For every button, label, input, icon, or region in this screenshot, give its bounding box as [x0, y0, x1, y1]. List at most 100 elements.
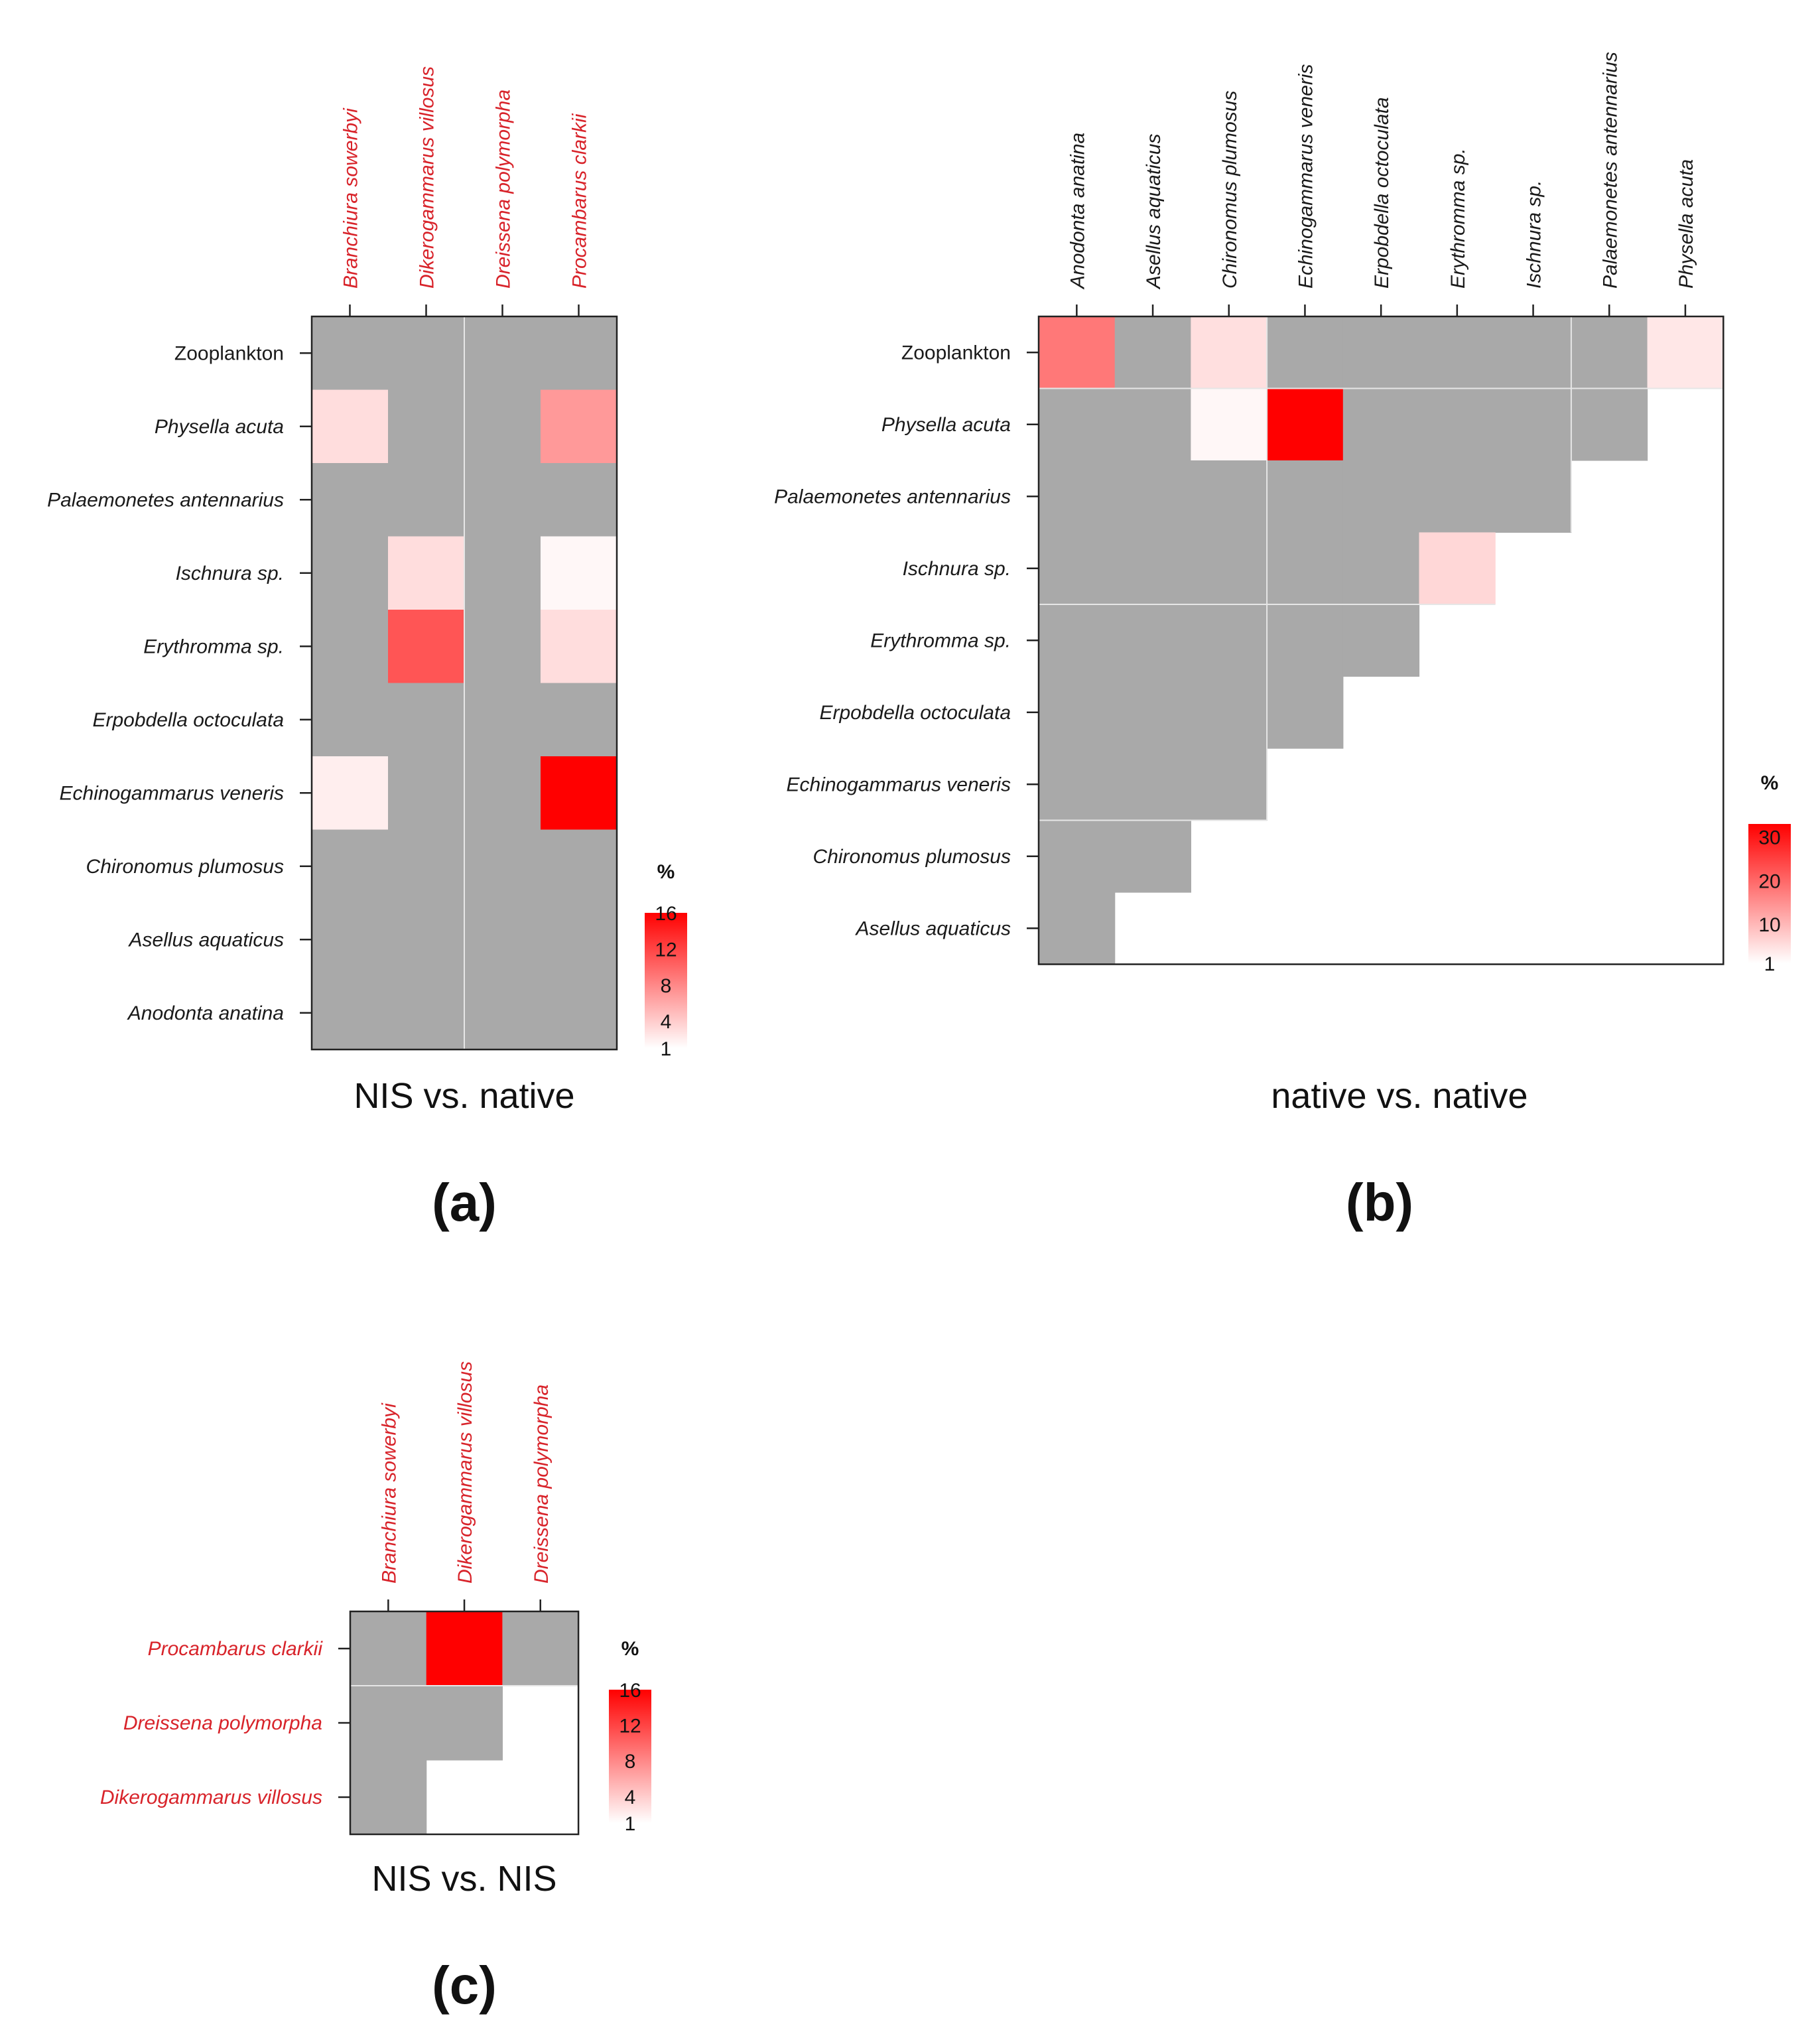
cell-b-chironomus-plumosus-asellus-aquaticus [1114, 820, 1191, 893]
cell-c-procambarus-clarkii-dreissena-polymorpha [502, 1611, 579, 1686]
cell-b-echinogammarus-veneris-chironomus-plumosus [1191, 748, 1268, 821]
panel-label: (a) [432, 1173, 497, 1232]
row-label-echinogammarus-veneris: Echinogammarus veneris [787, 774, 1011, 795]
cell-b-asellus-aquaticus-anodonta-anatina [1039, 892, 1116, 965]
legend-title: % [621, 1638, 639, 1660]
legend-tick-label: 16 [655, 903, 677, 925]
cell-b-erythromma-sp-echinogammarus-veneris [1267, 604, 1344, 677]
cell-a-chironomus-plumosus-dikerogammarus-villosus [388, 829, 465, 904]
cell-b-physella-acuta-echinogammarus-veneris [1267, 388, 1344, 461]
cell-b-ischnura-sp-erpobdella-octoculata [1342, 532, 1420, 605]
cell-a-physella-acuta-procambarus-clarkii [541, 389, 618, 464]
cell-a-ischnura-sp-dikerogammarus-villosus [388, 536, 465, 610]
panel-label: (b) [1346, 1173, 1413, 1232]
column-label-branchiura-sowerbyi: Branchiura sowerbyi [378, 1402, 400, 1584]
cell-b-palaemonetes-antennarius-asellus-aquaticus [1114, 460, 1191, 533]
legend-tick-label: 4 [661, 1011, 672, 1033]
cell-b-physella-acuta-chironomus-plumosus [1191, 388, 1268, 461]
cell-b-echinogammarus-veneris-asellus-aquaticus [1114, 748, 1191, 821]
cell-a-ischnura-sp-procambarus-clarkii [541, 536, 618, 610]
row-label-echinogammarus-veneris: Echinogammarus veneris [60, 782, 284, 804]
cell-b-ischnura-sp-erythromma-sp [1419, 532, 1496, 605]
cell-b-zooplankton-erythromma-sp [1419, 316, 1496, 389]
cell-b-ischnura-sp-chironomus-plumosus [1191, 532, 1268, 605]
cell-a-echinogammarus-veneris-branchiura-sowerbyi [312, 756, 389, 831]
cell-a-palaemonetes-antennarius-dikerogammarus-villosus [388, 463, 465, 537]
cell-b-physella-acuta-palaemonetes-antennarius [1571, 388, 1648, 461]
cell-a-erythromma-sp-procambarus-clarkii [541, 610, 618, 684]
row-label-erpobdella-octoculata: Erpobdella octoculata [92, 709, 284, 731]
cell-b-zooplankton-palaemonetes-antennarius [1571, 316, 1648, 389]
plot-frame [310, 315, 618, 1051]
cell-a-asellus-aquaticus-procambarus-clarkii [541, 903, 618, 977]
cell-a-echinogammarus-veneris-dreissena-polymorpha [464, 756, 541, 831]
cell-a-zooplankton-procambarus-clarkii [541, 316, 618, 391]
cell-a-chironomus-plumosus-procambarus-clarkii [541, 829, 618, 904]
cell-b-zooplankton-physella-acuta [1647, 316, 1724, 389]
cell-b-erythromma-sp-asellus-aquaticus [1114, 604, 1191, 677]
cell-a-anodonta-anatina-procambarus-clarkii [541, 976, 618, 1050]
panel-title: native vs. native [1271, 1076, 1528, 1116]
cell-b-palaemonetes-antennarius-chironomus-plumosus [1191, 460, 1268, 533]
legend-tick-label: 30 [1758, 827, 1780, 849]
legend-tick-label: 16 [619, 1680, 641, 1702]
cell-a-physella-acuta-branchiura-sowerbyi [312, 389, 389, 464]
cell-a-erpobdella-octoculata-procambarus-clarkii [541, 683, 618, 757]
row-label-ischnura-sp: Ischnura sp. [176, 563, 284, 584]
cell-c-dikerogammarus-villosus-branchiura-sowerbyi [350, 1760, 427, 1835]
row-label-erpobdella-octoculata: Erpobdella octoculata [819, 702, 1011, 724]
row-label-physella-acuta: Physella acuta [881, 414, 1011, 436]
column-label-procambarus-clarkii: Procambarus clarkii [569, 113, 591, 289]
cell-b-erpobdella-octoculata-echinogammarus-veneris [1267, 676, 1344, 749]
cell-b-chironomus-plumosus-anodonta-anatina [1039, 820, 1116, 893]
row-label-physella-acuta: Physella acuta [155, 416, 284, 438]
cell-b-zooplankton-echinogammarus-veneris [1267, 316, 1344, 389]
cell-a-palaemonetes-antennarius-procambarus-clarkii [541, 463, 618, 537]
legend-tick-label: 20 [1758, 870, 1780, 892]
cell-b-physella-acuta-erpobdella-octoculata [1342, 388, 1420, 461]
cell-a-erpobdella-octoculata-dreissena-polymorpha [464, 683, 541, 757]
cell-a-erythromma-sp-dreissena-polymorpha [464, 610, 541, 684]
cell-a-zooplankton-branchiura-sowerbyi [312, 316, 389, 391]
legend-colorbar [645, 913, 687, 1048]
cell-b-echinogammarus-veneris-anodonta-anatina [1039, 748, 1116, 821]
legend-title: % [1761, 772, 1779, 794]
cell-b-palaemonetes-antennarius-erythromma-sp [1419, 460, 1496, 533]
column-label-physella-acuta: Physella acuta [1675, 159, 1697, 289]
cell-b-ischnura-sp-asellus-aquaticus [1114, 532, 1191, 605]
row-label-zooplankton: Zooplankton [901, 342, 1011, 364]
row-label-dikerogammarus-villosus: Dikerogammarus villosus [100, 1787, 322, 1808]
cell-b-physella-acuta-asellus-aquaticus [1114, 388, 1191, 461]
cell-a-ischnura-sp-dreissena-polymorpha [464, 536, 541, 610]
cell-b-palaemonetes-antennarius-echinogammarus-veneris [1267, 460, 1344, 533]
column-label-ischnura-sp: Ischnura sp. [1524, 180, 1545, 289]
row-label-dreissena-polymorpha: Dreissena polymorpha [123, 1712, 322, 1734]
panel-title: NIS vs. native [354, 1076, 574, 1116]
cell-b-ischnura-sp-echinogammarus-veneris [1267, 532, 1344, 605]
legend-colorbar [609, 1690, 651, 1823]
legend-tick-label: 8 [625, 1751, 636, 1773]
column-label-anodonta-anatina: Anodonta anatina [1067, 133, 1088, 290]
panel-label: (c) [432, 1956, 497, 2015]
legend-tick-label: 1 [661, 1038, 672, 1060]
row-label-asellus-aquaticus: Asellus aquaticus [128, 929, 284, 951]
panel-a-heatmap: Branchiura sowerbyi Dikerogammarus villos… [47, 66, 687, 1232]
legend-tick-label: 10 [1758, 914, 1780, 936]
cell-a-echinogammarus-veneris-dikerogammarus-villosus [388, 756, 465, 831]
cell-b-palaemonetes-antennarius-erpobdella-octoculata [1342, 460, 1420, 533]
cell-b-zooplankton-erpobdella-octoculata [1342, 316, 1420, 389]
row-label-chironomus-plumosus: Chironomus plumosus [813, 846, 1011, 868]
cell-b-zooplankton-anodonta-anatina [1039, 316, 1116, 389]
row-label-procambarus-clarkii: Procambarus clarkii [148, 1638, 324, 1660]
cell-a-erythromma-sp-dikerogammarus-villosus [388, 610, 465, 684]
cell-a-echinogammarus-veneris-procambarus-clarkii [541, 756, 618, 831]
cell-a-anodonta-anatina-dreissena-polymorpha [464, 976, 541, 1050]
cell-a-palaemonetes-antennarius-dreissena-polymorpha [464, 463, 541, 537]
cell-a-chironomus-plumosus-dreissena-polymorpha [464, 829, 541, 904]
cell-c-dreissena-polymorpha-branchiura-sowerbyi [350, 1686, 427, 1761]
legend-tick-label: 12 [655, 939, 677, 961]
cell-a-anodonta-anatina-branchiura-sowerbyi [312, 976, 389, 1050]
row-label-palaemonetes-antennarius: Palaemonetes antennarius [774, 486, 1011, 508]
row-label-asellus-aquaticus: Asellus aquaticus [855, 917, 1011, 939]
